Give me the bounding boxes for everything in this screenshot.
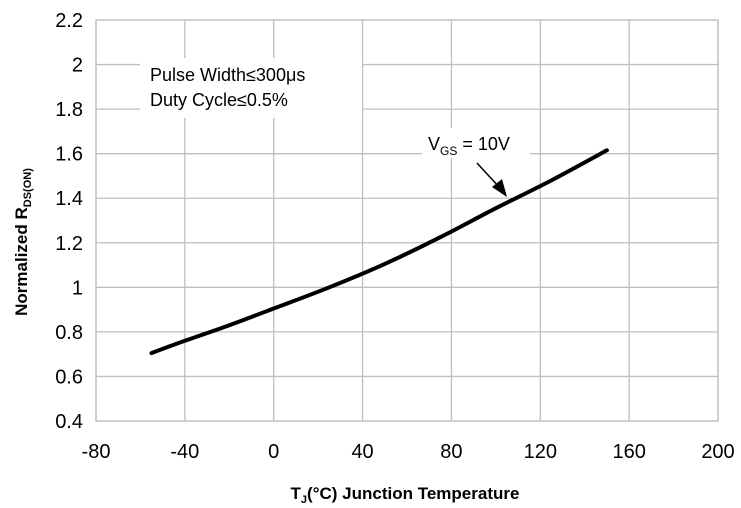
x-tick-label: 120 bbox=[524, 441, 557, 463]
x-tick-label: 40 bbox=[351, 441, 373, 463]
y-axis-tick-labels: 0.4 0.6 0.8 1 1.2 1.4 1.6 1.8 2 2.2 bbox=[55, 10, 83, 433]
condition-line-1: Pulse Width≤300μs bbox=[150, 65, 305, 85]
series-label-text: VGS = 10V bbox=[428, 134, 510, 158]
plot-area-border bbox=[95, 19, 719, 422]
x-tick-label: 200 bbox=[701, 441, 734, 463]
condition-line-2: Duty Cycle≤0.5% bbox=[150, 90, 288, 110]
y-tick-label: 1.4 bbox=[55, 188, 83, 210]
x-tick-label: -40 bbox=[170, 441, 199, 463]
x-tick-label: 160 bbox=[612, 441, 645, 463]
y-tick-label: 1 bbox=[72, 277, 83, 299]
y-tick-label: 0.4 bbox=[55, 411, 83, 433]
y-tick-label: 0.8 bbox=[55, 322, 83, 344]
x-tick-label: -80 bbox=[82, 441, 111, 463]
x-tick-label: 80 bbox=[440, 441, 462, 463]
x-tick-label: 0 bbox=[268, 441, 279, 463]
y-tick-label: 2 bbox=[72, 55, 83, 77]
series-line-vgs-10v bbox=[149, 148, 609, 356]
x-axis-tick-labels: -80 -40 0 40 80 120 160 200 bbox=[82, 441, 735, 463]
y-tick-label: 2.2 bbox=[55, 10, 83, 32]
y-tick-label: 0.6 bbox=[55, 366, 83, 388]
y-tick-label: 1.8 bbox=[55, 99, 83, 121]
conditions-note: Pulse Width≤300μs Duty Cycle≤0.5% bbox=[140, 58, 362, 118]
y-tick-label: 1.6 bbox=[55, 144, 83, 166]
y-tick-label: 1.2 bbox=[55, 233, 83, 255]
arrow-head-icon bbox=[492, 179, 507, 197]
series-label: VGS = 10V bbox=[422, 128, 530, 197]
x-axis-title: TJ(°C) Junction Temperature bbox=[291, 484, 520, 506]
y-axis-title: Normalized RDS(ON) bbox=[12, 168, 34, 316]
